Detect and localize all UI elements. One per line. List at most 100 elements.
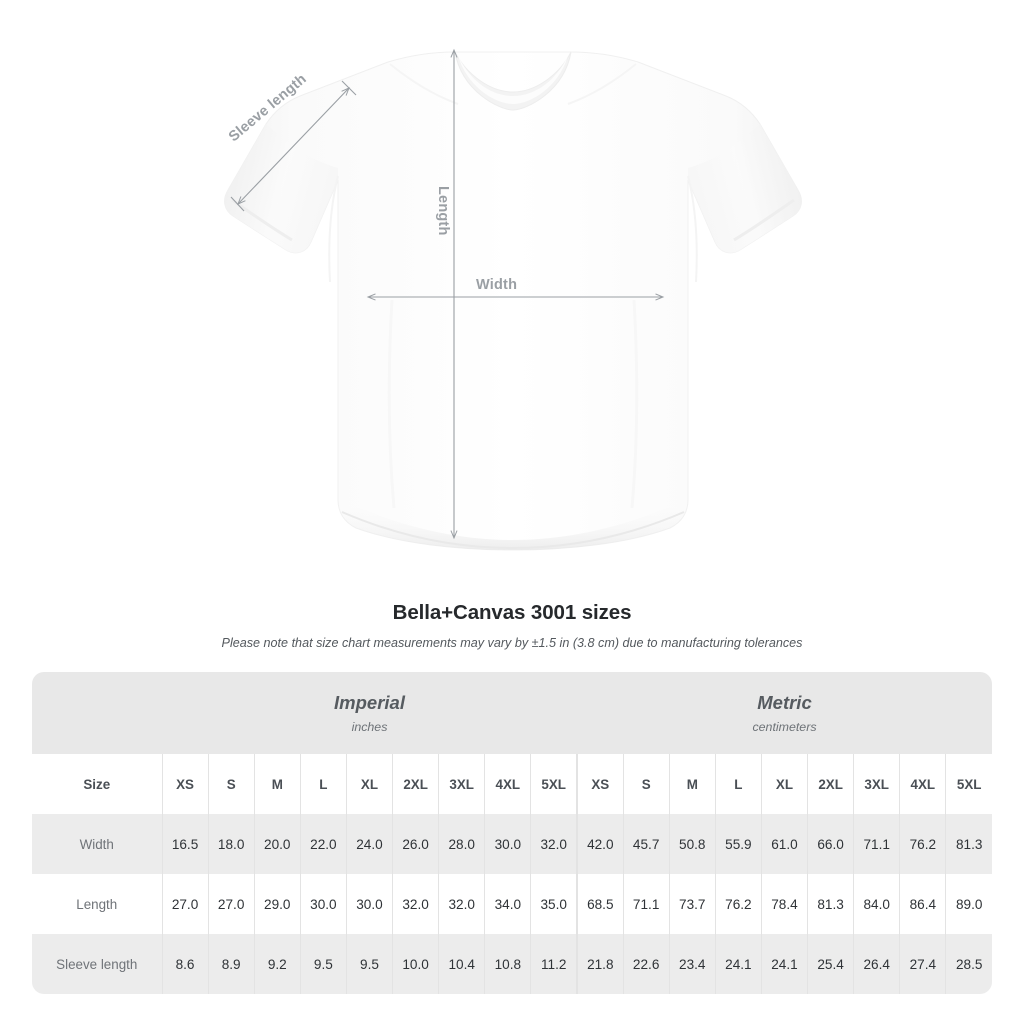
length-metric-xl: 78.4	[760, 874, 808, 934]
sleeve-length-arrow	[238, 88, 349, 204]
system-unit-metric: centimeters	[752, 719, 817, 734]
system-row-corner	[32, 672, 162, 754]
sleeve-imperial-2xl: 10.0	[392, 934, 439, 994]
width-metric-3xl: 71.1	[853, 814, 900, 874]
length-imperial-4xl: 34.0	[484, 874, 531, 934]
width-metric-xs: 42.0	[575, 814, 624, 874]
system-unit-imperial: inches	[351, 719, 388, 734]
width-imperial-3xl: 28.0	[438, 814, 485, 874]
tshirt-illustration	[224, 0, 802, 551]
length-metric-5xl: 89.0	[945, 874, 992, 934]
length-metric-xs: 68.5	[575, 874, 624, 934]
width-imperial-m: 20.0	[253, 814, 301, 874]
length-imperial-m: 29.0	[253, 874, 301, 934]
size-header-metric-m: M	[668, 754, 716, 814]
size-header-imperial-m: M	[253, 754, 301, 814]
width-metric-4xl: 76.2	[899, 814, 946, 874]
sleeve-imperial-m: 9.2	[253, 934, 301, 994]
width-metric-s: 45.7	[622, 814, 670, 874]
width-imperial-l: 22.0	[299, 814, 347, 874]
sleeve-metric-s: 22.6	[622, 934, 670, 994]
sleeve-imperial-xs: 8.6	[161, 934, 209, 994]
sleeve-metric-4xl: 27.4	[899, 934, 946, 994]
length-metric-3xl: 84.0	[853, 874, 900, 934]
sleeve-imperial-s: 8.9	[207, 934, 255, 994]
size-header-metric-s: S	[622, 754, 670, 814]
length-metric-l: 76.2	[714, 874, 762, 934]
sleeve-length-tick-top	[341, 80, 357, 96]
length-imperial-3xl: 32.0	[438, 874, 485, 934]
width-metric-l: 55.9	[714, 814, 762, 874]
size-header-metric-xs: XS	[575, 754, 624, 814]
size-chart-table-container: Imperial inches Metric centimeters Size …	[32, 672, 992, 994]
size-header-metric-2xl: 2XL	[807, 754, 854, 814]
tshirt-diagram: Sleeve length Length Width	[224, 0, 802, 551]
width-imperial-xl: 24.0	[345, 814, 393, 874]
sleeve-metric-3xl: 26.4	[853, 934, 900, 994]
tolerance-note: Please note that size chart measurements…	[221, 636, 803, 650]
size-header-metric-4xl: 4XL	[899, 754, 946, 814]
system-name-imperial: Imperial	[334, 691, 405, 713]
length-imperial-s: 27.0	[207, 874, 255, 934]
sleeve-metric-xl: 24.1	[760, 934, 808, 994]
width-imperial-5xl: 32.0	[530, 814, 577, 874]
width-label: Width	[476, 277, 518, 293]
sleeve-metric-m: 23.4	[668, 934, 716, 994]
row-label-width: Width	[32, 814, 162, 874]
width-imperial-xs: 16.5	[161, 814, 209, 874]
sleeve-imperial-5xl: 11.2	[530, 934, 577, 994]
size-header-metric-5xl: 5XL	[945, 754, 992, 814]
length-label: Length	[435, 186, 451, 236]
width-metric-2xl: 66.0	[807, 814, 854, 874]
length-metric-2xl: 81.3	[807, 874, 854, 934]
size-header-metric-3xl: 3XL	[853, 754, 900, 814]
size-header-imperial-2xl: 2XL	[392, 754, 439, 814]
table-row-length: Length 27.0 27.0 29.0 30.0 30.0 32.0 32.…	[32, 874, 992, 934]
size-header-imperial-s: S	[207, 754, 255, 814]
length-metric-s: 71.1	[622, 874, 670, 934]
sleeve-metric-2xl: 25.4	[807, 934, 854, 994]
length-imperial-xl: 30.0	[345, 874, 393, 934]
sleeve-imperial-4xl: 10.8	[484, 934, 531, 994]
page-title: Bella+Canvas 3001 sizes	[392, 601, 632, 624]
width-imperial-s: 18.0	[207, 814, 255, 874]
length-imperial-l: 30.0	[299, 874, 347, 934]
size-header-imperial-5xl: 5XL	[530, 754, 577, 814]
sleeve-metric-l: 24.1	[714, 934, 762, 994]
shirt-body-shape	[224, 51, 802, 551]
width-metric-5xl: 81.3	[945, 814, 992, 874]
system-cell-imperial: Imperial inches	[162, 672, 577, 754]
size-header-imperial-4xl: 4XL	[484, 754, 531, 814]
sleeve-imperial-xl: 9.5	[345, 934, 393, 994]
size-header-metric-l: L	[714, 754, 762, 814]
width-imperial-4xl: 30.0	[484, 814, 531, 874]
system-cell-metric: Metric centimeters	[577, 672, 992, 754]
system-name-metric: Metric	[757, 691, 812, 713]
size-header-imperial-xs: XS	[161, 754, 209, 814]
sleeve-length-tick-bottom	[230, 196, 245, 212]
width-metric-m: 50.8	[668, 814, 716, 874]
size-header-imperial-3xl: 3XL	[438, 754, 485, 814]
length-imperial-5xl: 35.0	[530, 874, 577, 934]
size-header-imperial-l: L	[299, 754, 347, 814]
length-imperial-xs: 27.0	[161, 874, 209, 934]
width-imperial-2xl: 26.0	[392, 814, 439, 874]
size-header-metric-xl: XL	[760, 754, 808, 814]
chart-heading: Bella+Canvas 3001 sizes Please note that…	[0, 600, 1024, 651]
row-label-sleeve-length: Sleeve length	[32, 934, 162, 994]
length-imperial-2xl: 32.0	[392, 874, 439, 934]
sleeve-imperial-3xl: 10.4	[438, 934, 485, 994]
size-header-label: Size	[32, 754, 162, 814]
size-header-row: Size XS S M L XL 2XL 3XL 4XL 5XL XS S M …	[32, 754, 992, 814]
length-metric-4xl: 86.4	[899, 874, 946, 934]
size-header-imperial-xl: XL	[345, 754, 393, 814]
size-chart-table: Imperial inches Metric centimeters Size …	[32, 672, 992, 994]
sleeve-imperial-l: 9.5	[299, 934, 347, 994]
unit-system-header-row: Imperial inches Metric centimeters	[32, 672, 992, 754]
length-metric-m: 73.7	[668, 874, 716, 934]
row-label-length: Length	[32, 874, 162, 934]
sleeve-metric-xs: 21.8	[575, 934, 624, 994]
table-row-width: Width 16.5 18.0 20.0 22.0 24.0 26.0 28.0…	[32, 814, 992, 874]
table-row-sleeve-length: Sleeve length 8.6 8.9 9.2 9.5 9.5 10.0 1…	[32, 934, 992, 994]
sleeve-metric-5xl: 28.5	[945, 934, 992, 994]
